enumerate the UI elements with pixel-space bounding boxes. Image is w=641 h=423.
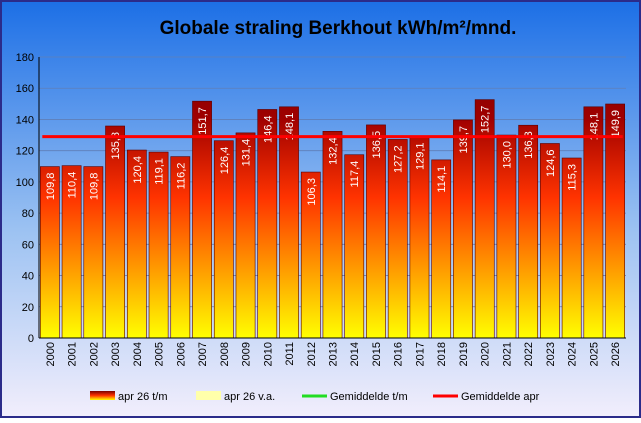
x-tick-label: 2008 [219,342,231,366]
x-tick-label: 2013 [328,342,340,366]
x-tick-label: 2014 [349,342,361,366]
legend-item-apr-va: apr 26 v.a. [196,391,275,403]
x-tick-label: 2024 [567,342,579,366]
bar-value-label: 119,1 [154,158,166,185]
bar-value-label: 151,7 [197,107,209,135]
bar-value-label: 124,6 [545,149,557,177]
y-axis-ticks: 0 20 40 60 80 100 120 140 160 180 [16,52,34,345]
legend-swatch-gradient [90,391,115,400]
bar-value-label: 135,8 [110,132,122,160]
legend-swatch-pale [196,391,221,400]
x-tick-label: 2011 [284,342,296,366]
y-tick-label: 80 [22,208,34,220]
legend-item-apr-tm: apr 26 t/m [90,391,168,403]
x-tick-label: 2012 [306,342,318,366]
x-tick-label: 2025 [588,342,600,366]
y-tick-label: 40 [22,271,34,283]
bar-value-label: 110,4 [67,172,79,199]
x-tick-label: 2016 [393,342,405,366]
x-tick-label: 2009 [241,342,253,366]
x-tick-label: 2026 [610,342,622,366]
x-tick-label: 2018 [436,342,448,366]
bar [605,103,625,339]
x-tick-label: 2015 [371,342,383,366]
bar [279,106,299,339]
y-tick-label: 100 [16,177,34,189]
y-tick-label: 180 [16,52,34,64]
x-tick-label: 2010 [262,342,274,366]
bar-value-label: 106,3 [306,178,318,206]
value-labels: 109,8 110,4 109,8 135,8 120,4 119,1 116,2 151,7… [45,106,622,206]
x-tick-label: 2004 [132,342,144,366]
bar-value-label: 130,0 [501,141,513,169]
legend: apr 26 t/m apr 26 v.a. Gemiddelde t/m Ge… [90,391,540,403]
x-tick-label: 2005 [154,342,166,366]
x-tick-label: 2007 [197,342,209,366]
bar-value-label: 116,2 [175,163,187,190]
bar-value-label: 120,4 [132,156,144,184]
x-tick-label: 2000 [45,342,57,366]
x-tick-label: 2019 [458,342,470,366]
y-tick-label: 0 [28,333,34,345]
chart-title: Globale straling Berkhout kWh/m²/mnd. [160,18,517,39]
bar-value-label: 127,2 [393,145,405,173]
bars [40,99,625,339]
x-tick-label: 2003 [110,342,122,366]
bar-value-label: 129,1 [414,142,426,170]
bar-value-label: 109,8 [45,173,57,201]
legend-item-gemiddelde-apr: Gemiddelde apr [433,391,540,403]
bar-value-label: 126,4 [219,147,231,175]
x-tick-label: 2020 [480,342,492,366]
x-tick-label: 2022 [523,342,535,366]
bar-value-label: 148,1 [284,113,296,141]
y-tick-label: 20 [22,302,34,314]
bar-value-label: 152,7 [480,106,492,134]
bar [583,106,604,339]
y-tick-label: 160 [16,83,34,95]
bar-value-label: 117,4 [349,161,361,188]
bar-value-label: 139,7 [458,126,470,154]
legend-label: apr 26 t/m [118,391,168,403]
legend-label: Gemiddelde t/m [330,391,408,403]
y-tick-label: 140 [16,114,34,126]
x-tick-label: 2006 [175,342,187,366]
legend-label: Gemiddelde apr [461,391,540,403]
bar-value-label: 148,1 [588,113,600,141]
bar-value-label: 109,8 [88,173,100,201]
y-tick-label: 60 [22,239,34,251]
legend-label: apr 26 v.a. [224,391,275,403]
bar-value-label: 136,5 [371,131,383,159]
x-tick-label: 2021 [501,342,513,366]
bar-value-label: 115,3 [567,164,579,191]
bar-value-label: 114,1 [436,166,448,193]
bar-value-label: 131,4 [241,139,253,167]
legend-item-gemiddelde-tm: Gemiddelde t/m [302,391,408,403]
x-tick-label: 2001 [67,342,79,366]
x-tick-label: 2017 [414,342,426,366]
x-axis-ticks: 2000 2001 2002 2003 2004 2005 2006 2007 2008 2009… [45,342,622,366]
x-tick-label: 2023 [545,342,557,366]
y-tick-label: 120 [16,146,34,158]
bar-value-label: 146,4 [262,115,274,143]
x-tick-label: 2002 [88,342,100,366]
bar-value-label: 132,4 [328,137,340,165]
bar-value-label: 149,9 [610,110,622,138]
